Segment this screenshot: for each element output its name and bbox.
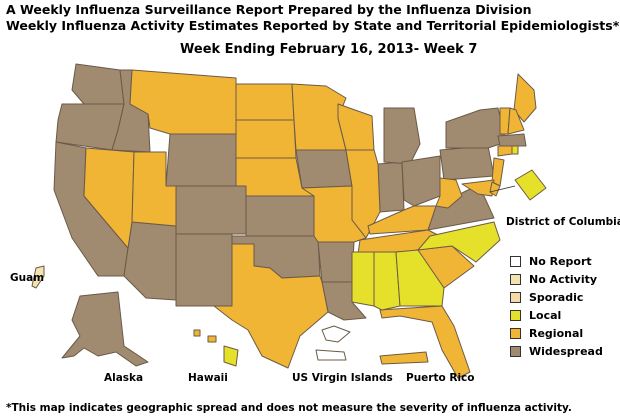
legend-item-sporadic: Sporadic xyxy=(510,288,603,306)
legend-item-local: Local xyxy=(510,306,603,324)
state-colorado xyxy=(175,185,247,235)
state-south-dakota xyxy=(235,119,297,159)
label-puerto-rico: Puerto Rico xyxy=(406,372,475,384)
week-label: Week Ending February 16, 2013- Week 7 xyxy=(180,42,478,57)
legend-item-widespread: Widespread xyxy=(510,342,603,360)
state-arizona xyxy=(123,221,177,301)
legend-label: No Report xyxy=(529,254,592,268)
state-missouri xyxy=(301,185,367,243)
state-maryland xyxy=(461,179,495,197)
state-texas xyxy=(213,243,329,369)
legend: No Report No Activity Sporadic Local Reg… xyxy=(510,252,603,360)
state-alaska xyxy=(61,291,149,367)
state-new-mexico xyxy=(175,233,233,307)
legend-label: Widespread xyxy=(529,344,603,358)
legend-swatch xyxy=(510,291,521,303)
legend-item-no-activity: No Activity xyxy=(510,270,603,288)
territory-puerto-rico xyxy=(379,351,429,365)
legend-swatch xyxy=(510,345,521,357)
territory-usvi-2 xyxy=(315,349,347,361)
state-alabama xyxy=(373,251,401,311)
legend-item-regional: Regional xyxy=(510,324,603,342)
state-north-dakota xyxy=(235,83,295,121)
state-massachusetts xyxy=(497,133,527,147)
territory-guam xyxy=(31,265,45,289)
state-nebraska xyxy=(235,157,315,197)
legend-label: Local xyxy=(529,308,562,322)
state-hawaii-1 xyxy=(193,329,201,337)
report-subtitle: Weekly Influenza Activity Estimates Repo… xyxy=(6,18,620,33)
footnote: *This map indicates geographic spread an… xyxy=(6,402,572,414)
territory-usvi xyxy=(321,325,351,343)
state-west-virginia xyxy=(435,177,463,209)
state-nevada xyxy=(83,147,135,249)
state-mississippi xyxy=(351,251,375,307)
state-florida xyxy=(379,305,471,379)
state-ohio xyxy=(401,155,441,207)
label-guam: Guam xyxy=(10,272,45,284)
legend-swatch xyxy=(510,309,521,321)
state-wyoming xyxy=(165,133,237,187)
state-washington xyxy=(71,63,125,105)
state-michigan xyxy=(383,107,421,165)
state-hawaii-3 xyxy=(223,345,239,367)
legend-swatch xyxy=(510,273,521,285)
label-usvi: US Virgin Islands xyxy=(292,372,393,384)
state-connecticut xyxy=(497,145,513,157)
state-dc-inset xyxy=(514,169,547,201)
legend-swatch xyxy=(510,255,521,267)
legend-label: Sporadic xyxy=(529,290,584,304)
legend-swatch xyxy=(510,327,521,339)
state-iowa xyxy=(295,149,353,189)
legend-item-no-report: No Report xyxy=(510,252,603,270)
state-pennsylvania xyxy=(439,145,495,181)
legend-label: No Activity xyxy=(529,272,598,286)
state-maine xyxy=(513,73,537,123)
state-kansas xyxy=(245,195,315,237)
state-arkansas xyxy=(317,241,355,283)
state-delaware xyxy=(489,181,501,197)
legend-label: Regional xyxy=(529,326,584,340)
report-title: A Weekly Influenza Surveillance Report P… xyxy=(6,2,532,17)
label-alaska: Alaska xyxy=(104,372,144,384)
state-rhode-island xyxy=(511,145,519,155)
state-hawaii-2 xyxy=(207,335,217,343)
state-indiana xyxy=(377,161,405,213)
label-hawaii: Hawaii xyxy=(188,372,228,384)
state-georgia xyxy=(395,249,445,307)
state-utah xyxy=(131,151,177,227)
state-new-hampshire xyxy=(507,107,525,135)
label-dc: District of Columbia xyxy=(506,216,620,228)
state-new-york xyxy=(445,107,507,149)
